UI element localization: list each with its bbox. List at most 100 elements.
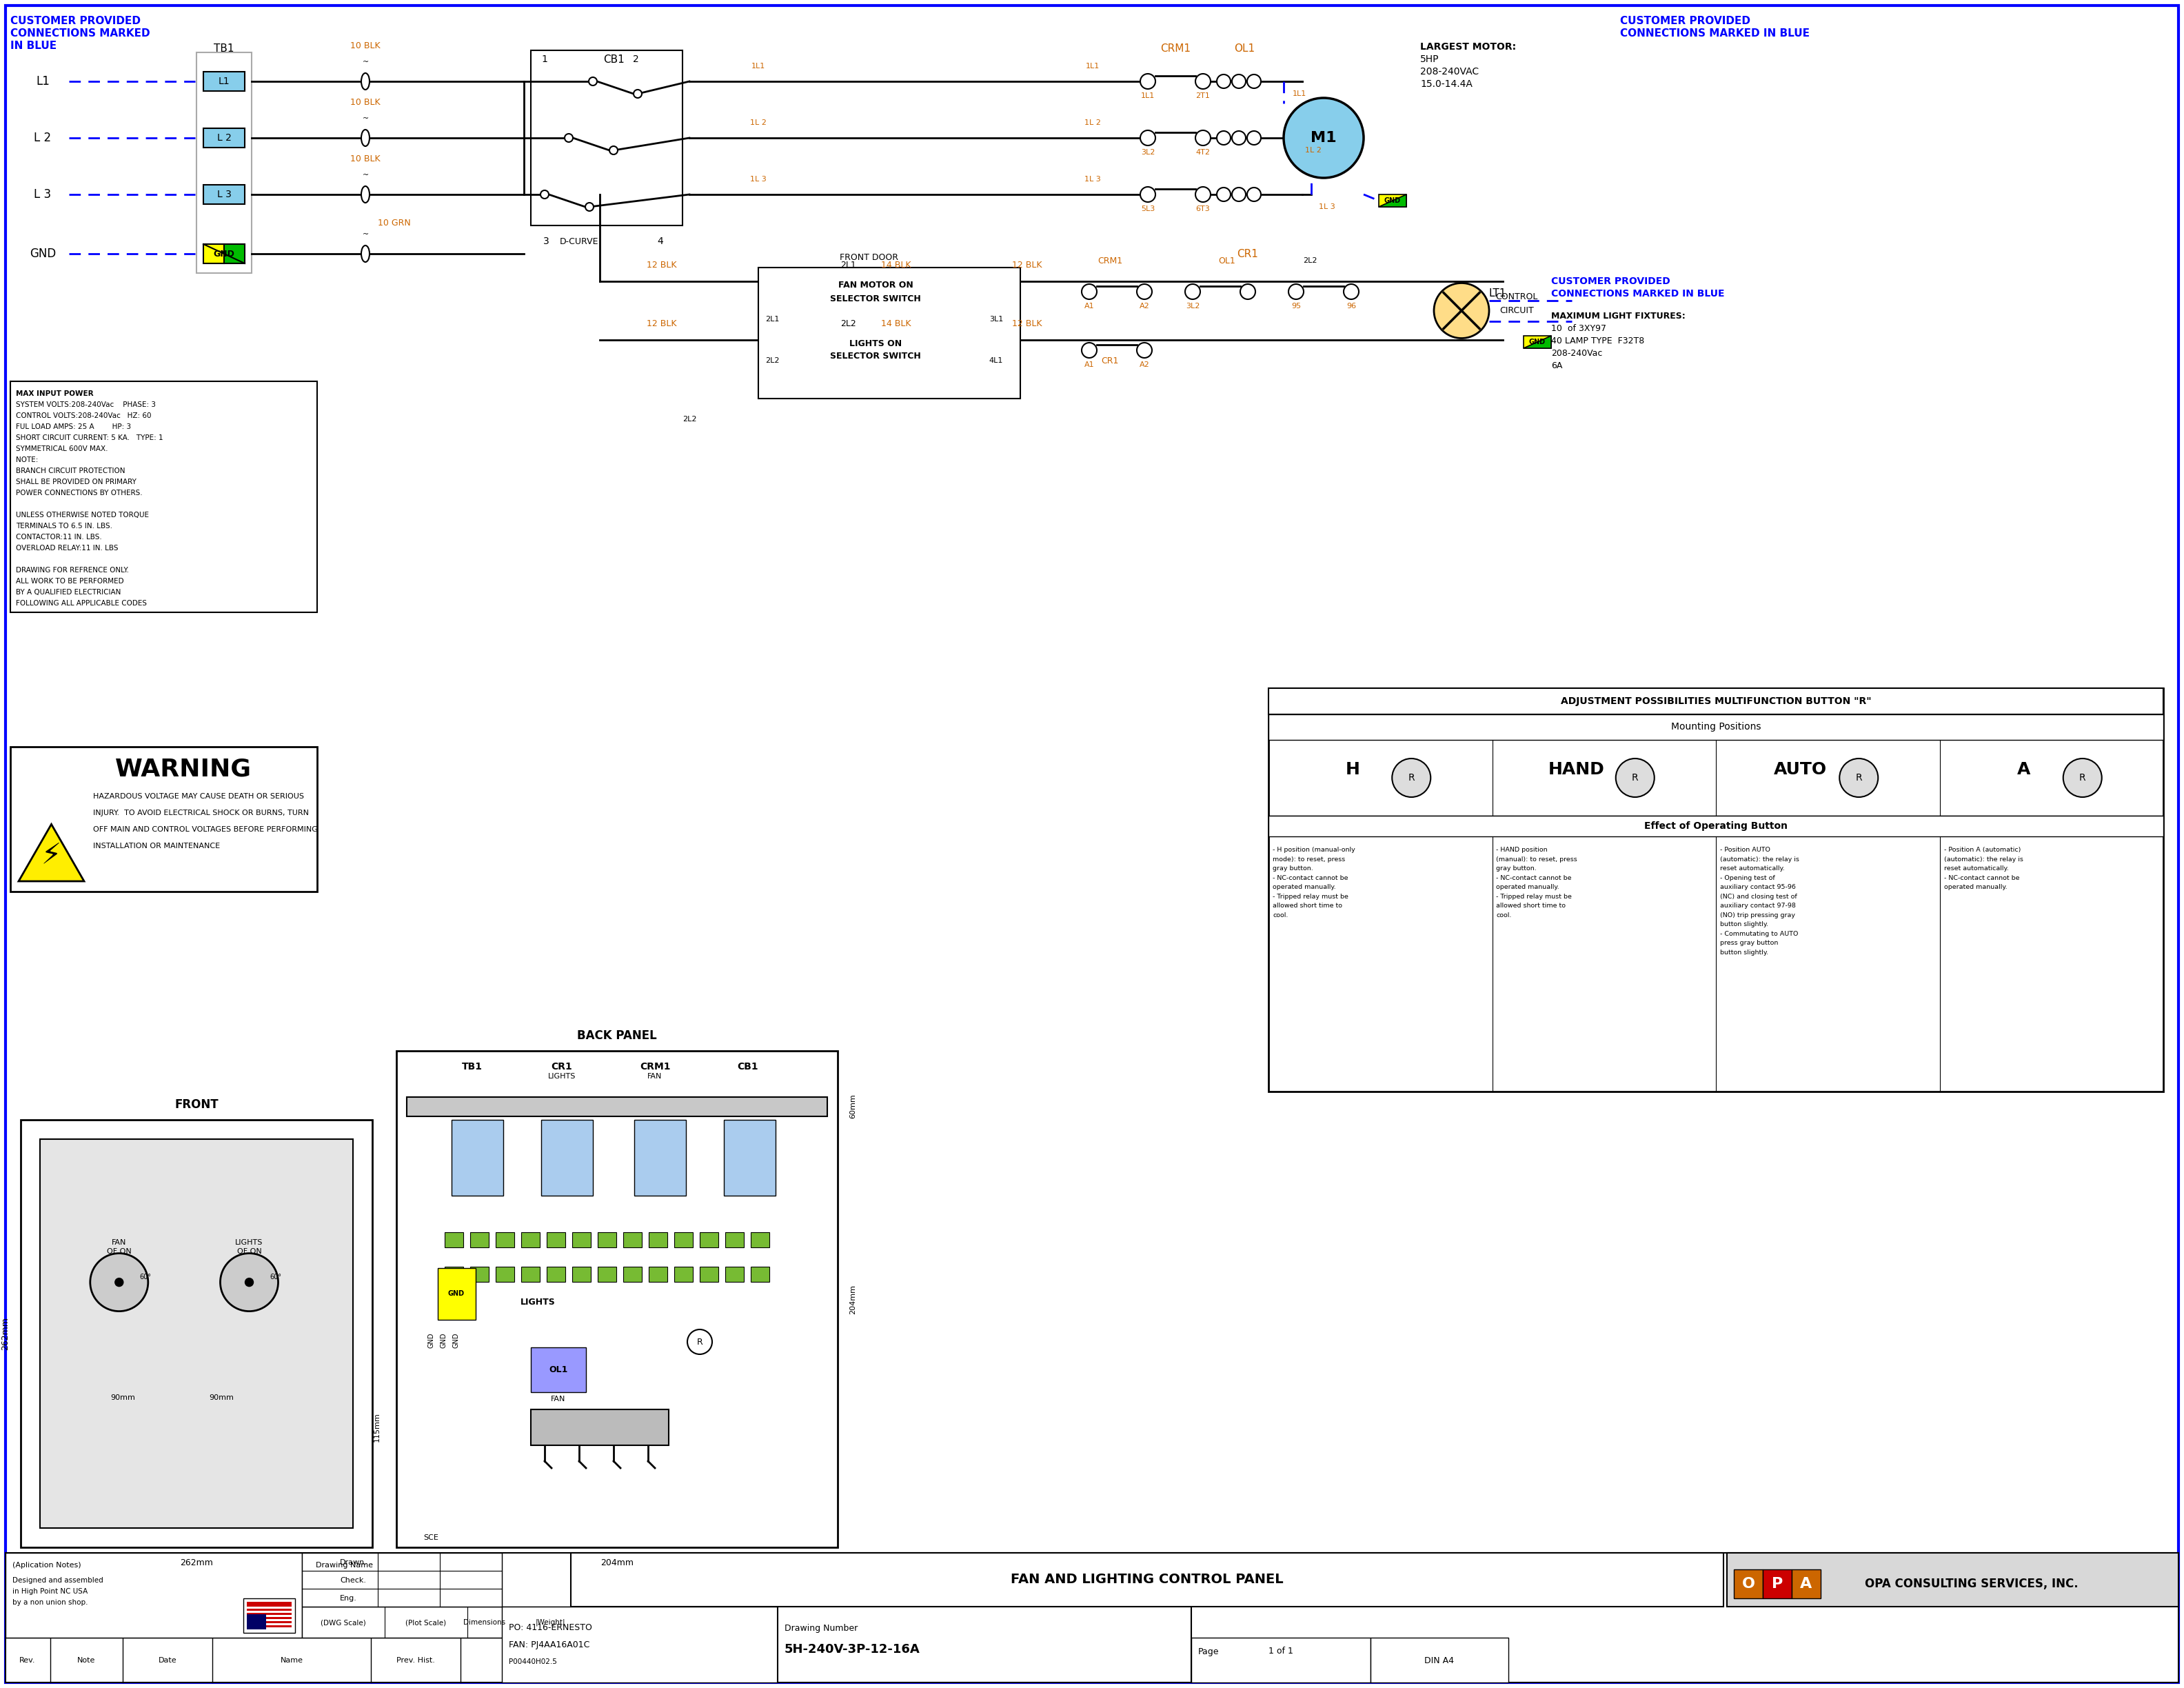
Text: A2: A2: [1140, 302, 1149, 309]
Text: by a non union shop.: by a non union shop.: [13, 1599, 87, 1605]
Bar: [1372, 1637, 1509, 1683]
Text: 14 BLK: 14 BLK: [880, 260, 911, 270]
Text: INJURY.  TO AVOID ELECTRICAL SHOCK OR BURNS, TURN: INJURY. TO AVOID ELECTRICAL SHOCK OR BUR…: [94, 810, 308, 817]
Text: CONTROL VOLTS:208-240Vac   HZ: 60: CONTROL VOLTS:208-240Vac HZ: 60: [15, 412, 151, 419]
Text: reset automatically.: reset automatically.: [1721, 866, 1784, 871]
Text: 262mm: 262mm: [179, 1558, 214, 1566]
Bar: [11, 746, 317, 891]
Text: L 2: L 2: [35, 132, 52, 143]
Text: (automatic): the relay is: (automatic): the relay is: [1721, 856, 1800, 863]
Circle shape: [1216, 132, 1230, 145]
Bar: [197, 52, 251, 273]
Text: Prev. Hist.: Prev. Hist.: [397, 1658, 435, 1664]
Text: UNLESS OTHERWISE NOTED TORQUE: UNLESS OTHERWISE NOTED TORQUE: [15, 511, 149, 518]
Text: 204mm: 204mm: [601, 1558, 633, 1566]
Text: OL1: OL1: [1234, 44, 1256, 54]
Bar: [649, 1266, 668, 1281]
Text: MAXIMUM LIGHT FIXTURES:: MAXIMUM LIGHT FIXTURES:: [1551, 311, 1686, 321]
Circle shape: [116, 1278, 122, 1286]
Ellipse shape: [360, 245, 369, 262]
Bar: [203, 71, 245, 91]
Bar: [1269, 689, 2164, 1092]
Text: TERMINALS TO 6.5 IN. LBS.: TERMINALS TO 6.5 IN. LBS.: [15, 523, 111, 530]
Text: GND: GND: [214, 250, 234, 258]
Text: O: O: [1743, 1577, 1756, 1590]
Circle shape: [245, 1278, 253, 1286]
Bar: [247, 1602, 293, 1629]
Text: CONTROL: CONTROL: [1496, 292, 1538, 302]
Text: POWER CONNECTIONS BY OTHERS.: POWER CONNECTIONS BY OTHERS.: [15, 490, 142, 496]
Ellipse shape: [360, 130, 369, 147]
Text: 4: 4: [657, 236, 664, 246]
Circle shape: [90, 1252, 149, 1312]
Text: 1 of 1: 1 of 1: [1269, 1647, 1293, 1656]
Circle shape: [2064, 758, 2101, 797]
Text: 5L3: 5L3: [1140, 206, 1155, 213]
Text: L 2: L 2: [216, 133, 232, 143]
Circle shape: [1081, 343, 1096, 358]
Text: 12 BLK: 12 BLK: [646, 319, 677, 327]
Text: INSTALLATION OR MAINTENANCE: INSTALLATION OR MAINTENANCE: [94, 842, 221, 849]
Bar: [649, 1232, 668, 1247]
Text: Page: Page: [1199, 1647, 1219, 1656]
Text: Date: Date: [159, 1658, 177, 1664]
Bar: [1524, 336, 1551, 348]
Bar: [723, 1119, 775, 1195]
Bar: [531, 1347, 585, 1393]
Text: 2: 2: [633, 54, 638, 64]
Bar: [725, 1232, 745, 1247]
Circle shape: [609, 147, 618, 155]
Text: GND: GND: [439, 1334, 448, 1349]
Circle shape: [1195, 74, 1210, 89]
Text: BRANCH CIRCUIT PROTECTION: BRANCH CIRCUIT PROTECTION: [15, 468, 124, 474]
Text: OVERLOAD RELAY:11 IN. LBS: OVERLOAD RELAY:11 IN. LBS: [15, 545, 118, 552]
Circle shape: [1435, 284, 1489, 338]
Circle shape: [590, 78, 596, 86]
Text: 1L 2: 1L 2: [749, 120, 767, 127]
Text: CUSTOMER PROVIDED: CUSTOMER PROVIDED: [1551, 277, 1671, 287]
Text: FRONT: FRONT: [175, 1099, 218, 1111]
Text: 2L2: 2L2: [681, 415, 697, 422]
Text: 2L2: 2L2: [841, 319, 856, 327]
Bar: [496, 1266, 513, 1281]
Circle shape: [1138, 343, 1151, 358]
Bar: [496, 1232, 513, 1247]
Text: ~: ~: [363, 115, 369, 122]
Text: 1L 2: 1L 2: [1085, 120, 1101, 127]
Text: 115mm: 115mm: [373, 1413, 380, 1442]
Text: SHORT CIRCUIT CURRENT: 5 KA.   TYPE: 1: SHORT CIRCUIT CURRENT: 5 KA. TYPE: 1: [15, 434, 164, 441]
Text: 60°: 60°: [269, 1273, 282, 1280]
Text: CONNECTIONS MARKED IN BLUE: CONNECTIONS MARKED IN BLUE: [1551, 289, 1725, 299]
Text: 3L1: 3L1: [989, 316, 1002, 322]
Text: FAN: FAN: [111, 1239, 127, 1246]
Text: SYSTEM VOLTS:208-240Vac    PHASE: 3: SYSTEM VOLTS:208-240Vac PHASE: 3: [15, 402, 155, 408]
Circle shape: [1247, 187, 1260, 201]
Circle shape: [1216, 74, 1230, 88]
Bar: [446, 1266, 463, 1281]
Text: 5HP: 5HP: [1420, 54, 1439, 64]
Text: ~: ~: [363, 172, 369, 179]
Circle shape: [1616, 758, 1653, 797]
Text: TB1: TB1: [461, 1062, 483, 1072]
Text: BY A QUALIFIED ELECTRICIAN: BY A QUALIFIED ELECTRICIAN: [15, 589, 120, 596]
Bar: [699, 1232, 719, 1247]
Bar: [406, 1097, 828, 1116]
Text: 95: 95: [1291, 302, 1302, 309]
Text: auxiliary contact 95-96: auxiliary contact 95-96: [1721, 885, 1795, 890]
Text: CUSTOMER PROVIDED: CUSTOMER PROVIDED: [11, 15, 140, 25]
Text: 10  of 3XY97: 10 of 3XY97: [1551, 324, 1605, 333]
Text: M1: M1: [1310, 132, 1337, 145]
Text: L1: L1: [35, 76, 50, 88]
Circle shape: [633, 89, 642, 98]
Text: OF ON: OF ON: [107, 1247, 131, 1254]
Bar: [572, 1232, 592, 1247]
Text: CONTACTOR:11 IN. LBS.: CONTACTOR:11 IN. LBS.: [15, 533, 103, 540]
Bar: [446, 1232, 463, 1247]
Text: Drawn.: Drawn.: [341, 1560, 367, 1566]
Bar: [470, 1266, 489, 1281]
Text: FUL LOAD AMPS: 25 A        HP: 3: FUL LOAD AMPS: 25 A HP: 3: [15, 424, 131, 430]
Text: 90mm: 90mm: [210, 1394, 234, 1401]
Text: A: A: [2018, 761, 2031, 778]
Text: Eng.: Eng.: [341, 1595, 356, 1602]
Text: 10 GRN: 10 GRN: [378, 218, 411, 228]
